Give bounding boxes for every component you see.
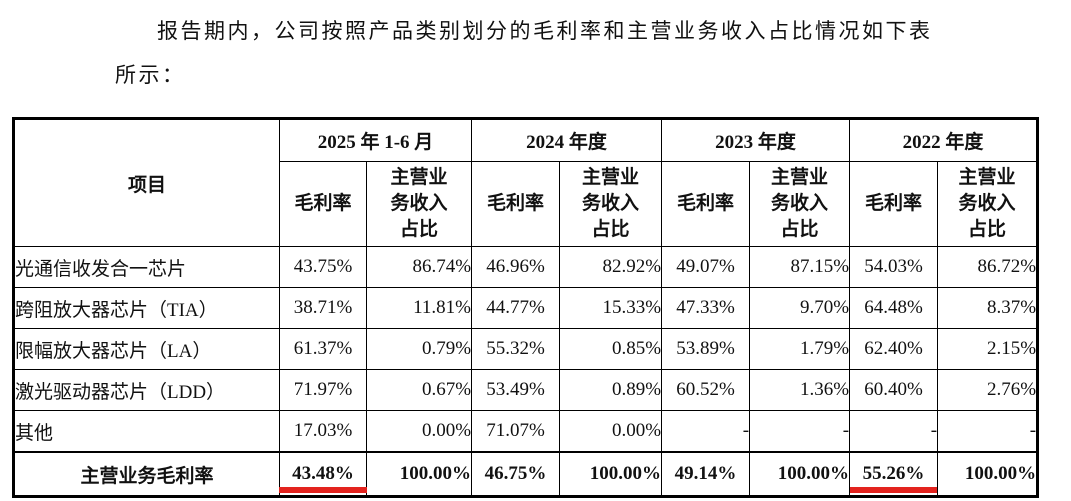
table-row: 激光驱动器芯片（LDD） 71.97% 0.67% 53.49% 0.89% 6…: [13, 369, 1039, 411]
revenue-share-cell: 0.67%: [365, 369, 473, 411]
revenue-share-cell: 82.92%: [559, 246, 663, 288]
red-underlined-value: 55.26%: [849, 463, 938, 493]
revenue-share-cell: 0.79%: [365, 328, 473, 370]
subheader-revenue-share-text: 主营业务收入占比: [958, 167, 1016, 240]
gross-margin-cell: 61.37%: [279, 328, 367, 370]
gross-margin-cell: 55.32%: [471, 328, 561, 370]
total-row: 主营业务毛利率 43.48% 100.00% 46.75% 100.00% 49…: [13, 451, 1039, 497]
revenue-share-cell: 11.81%: [365, 287, 473, 329]
item-cell: 其他: [13, 410, 280, 453]
revenue-share-cell: 0.89%: [559, 369, 663, 411]
subheader-gross-margin: 毛利率: [471, 161, 561, 247]
red-underlined-value: 43.48%: [279, 463, 367, 493]
total-gross-margin-cell: 46.75%: [471, 451, 561, 497]
period-header-2025h1: 2025 年 1-6 月: [278, 118, 473, 162]
gross-margin-cell: 49.07%: [661, 246, 751, 288]
gross-margin-cell: 44.77%: [471, 287, 561, 329]
subheader-revenue-share: 主营业务收入占比: [749, 161, 851, 247]
gross-margin-cell: 43.75%: [279, 246, 367, 288]
revenue-share-cell: 86.72%: [937, 246, 1039, 288]
gross-margin-cell: 71.07%: [471, 410, 561, 453]
subheader-revenue-share-text: 主营业务收入占比: [582, 167, 640, 240]
gross-margin-cell: -: [849, 410, 939, 453]
total-revenue-share-cell: 100.00%: [937, 451, 1039, 497]
item-cell: 激光驱动器芯片（LDD）: [13, 369, 280, 411]
subheader-gross-margin: 毛利率: [849, 161, 939, 247]
total-revenue-share-cell: 100.00%: [749, 451, 851, 497]
total-gross-margin-cell: 49.14%: [661, 451, 751, 497]
subheader-revenue-share-text: 主营业务收入占比: [390, 167, 448, 240]
revenue-share-cell: 0.85%: [559, 328, 663, 370]
revenue-share-cell: 15.33%: [559, 287, 663, 329]
table-row: 限幅放大器芯片（LA） 61.37% 0.79% 55.32% 0.85% 53…: [13, 328, 1039, 370]
revenue-share-cell: 2.15%: [937, 328, 1039, 370]
revenue-share-cell: 87.15%: [749, 246, 851, 288]
total-gross-margin-cell: 43.48%: [279, 451, 367, 497]
sub-header-row: 毛利率 主营业务收入占比 毛利率 主营业务收入占比 毛利率 主营业务收入占比 毛…: [14, 161, 1039, 247]
revenue-share-cell: -: [937, 410, 1039, 453]
period-header-2022: 2022 年度: [849, 118, 1039, 162]
subheader-gross-margin: 毛利率: [279, 161, 367, 247]
gross-margin-cell: 64.48%: [849, 287, 939, 329]
gross-margin-cell: 54.03%: [849, 246, 939, 288]
gross-margin-cell: -: [661, 410, 751, 453]
col-header-item: 项目: [13, 118, 280, 247]
gross-margin-cell: 46.96%: [471, 246, 561, 288]
gross-margin-cell: 47.33%: [661, 287, 751, 329]
table-row: 跨阻放大器芯片（TIA） 38.71% 11.81% 44.77% 15.33%…: [13, 287, 1039, 329]
revenue-share-cell: 9.70%: [749, 287, 851, 329]
total-revenue-share-cell: 100.00%: [365, 451, 473, 497]
gross-margin-cell: 38.71%: [279, 287, 367, 329]
revenue-share-cell: 1.36%: [749, 369, 851, 411]
gross-margin-table: 项目 2025 年 1-6 月 2024 年度 2023 年度 2022 年度 …: [12, 117, 1040, 498]
subheader-revenue-share: 主营业务收入占比: [559, 161, 663, 247]
gross-margin-cell: 53.49%: [471, 369, 561, 411]
gross-margin-cell: 71.97%: [279, 369, 367, 411]
gross-margin-cell: 60.40%: [849, 369, 939, 411]
period-header-row: 项目 2025 年 1-6 月 2024 年度 2023 年度 2022 年度: [13, 118, 1039, 247]
revenue-share-cell: 0.00%: [365, 410, 473, 453]
item-cell: 限幅放大器芯片（LA）: [13, 328, 280, 370]
revenue-share-cell: 86.74%: [365, 246, 473, 288]
table-row: 其他 17.03% 0.00% 71.07% 0.00% - - - -: [13, 410, 1039, 453]
revenue-share-cell: 0.00%: [559, 410, 663, 453]
gross-margin-cell: 62.40%: [849, 328, 939, 370]
total-gross-margin-cell: 55.26%: [849, 451, 939, 497]
item-cell: 跨阻放大器芯片（TIA）: [13, 287, 280, 329]
total-label-cell: 主营业务毛利率: [13, 451, 280, 497]
subheader-revenue-share-text: 主营业务收入占比: [771, 167, 829, 240]
gross-margin-cell: 60.52%: [661, 369, 751, 411]
revenue-share-cell: -: [749, 410, 851, 453]
revenue-share-cell: 2.76%: [937, 369, 1039, 411]
subheader-revenue-share: 主营业务收入占比: [937, 161, 1039, 247]
period-header-2024: 2024 年度: [471, 118, 663, 162]
intro-text-line2: 所示：: [115, 63, 186, 87]
revenue-share-cell: 8.37%: [937, 287, 1039, 329]
gross-margin-cell: 17.03%: [279, 410, 367, 453]
intro-text-line1: 报告期内，公司按照产品类别划分的毛利率和主营业务收入占比情况如下表: [157, 19, 933, 43]
gross-margin-cell: 53.89%: [661, 328, 751, 370]
subheader-gross-margin: 毛利率: [661, 161, 751, 247]
period-header-2023: 2023 年度: [661, 118, 851, 162]
total-revenue-share-cell: 100.00%: [559, 451, 663, 497]
item-cell: 光通信收发合一芯片: [13, 246, 280, 288]
table-row: 光通信收发合一芯片 43.75% 86.74% 46.96% 82.92% 49…: [13, 246, 1039, 288]
revenue-share-cell: 1.79%: [749, 328, 851, 370]
subheader-revenue-share: 主营业务收入占比: [365, 161, 473, 247]
